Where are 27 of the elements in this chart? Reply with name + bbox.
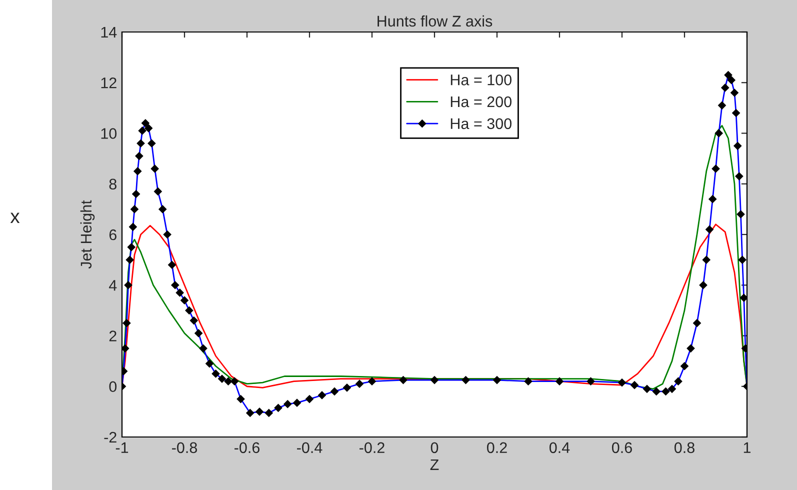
x-tick-label: 0.6 (612, 442, 632, 454)
x-tick-label: 0 (430, 442, 438, 454)
y-tick-label: 14 (101, 27, 117, 38)
y-tick-label: 10 (101, 128, 117, 139)
y-tick-label: 2 (109, 330, 116, 342)
x-tick-label: 0.8 (674, 442, 694, 454)
x-tick-label: 0.2 (486, 442, 507, 454)
chart-title: Hunts flow Z axis (378, 15, 492, 27)
y-tick-label: -2 (104, 432, 116, 443)
legend-label: Ha = 200 (450, 96, 512, 108)
x-tick-label: -0.8 (172, 442, 197, 454)
y-tick-label: 6 (109, 229, 116, 240)
legend-label: Ha = 100 (450, 74, 512, 86)
y-axis-title: Jet Height (80, 200, 95, 269)
y-tick-label: 4 (108, 280, 117, 291)
text: x (10, 212, 20, 224)
x-axis-title: Z (430, 459, 439, 470)
y-tick-label: 8 (109, 178, 116, 190)
x-tick-label: -0.2 (360, 442, 384, 454)
legend-label: Ha = 300 (450, 118, 512, 130)
x-tick-label: -0.6 (234, 442, 260, 454)
x-tick-label: -1 (116, 442, 128, 453)
x-tick-label: -0.4 (297, 442, 322, 454)
y-tick-label: 12 (101, 77, 116, 88)
x-tick-label: 1 (744, 442, 751, 453)
y-tick-label: 0 (109, 381, 117, 392)
x-tick-label: 0.4 (549, 442, 570, 454)
